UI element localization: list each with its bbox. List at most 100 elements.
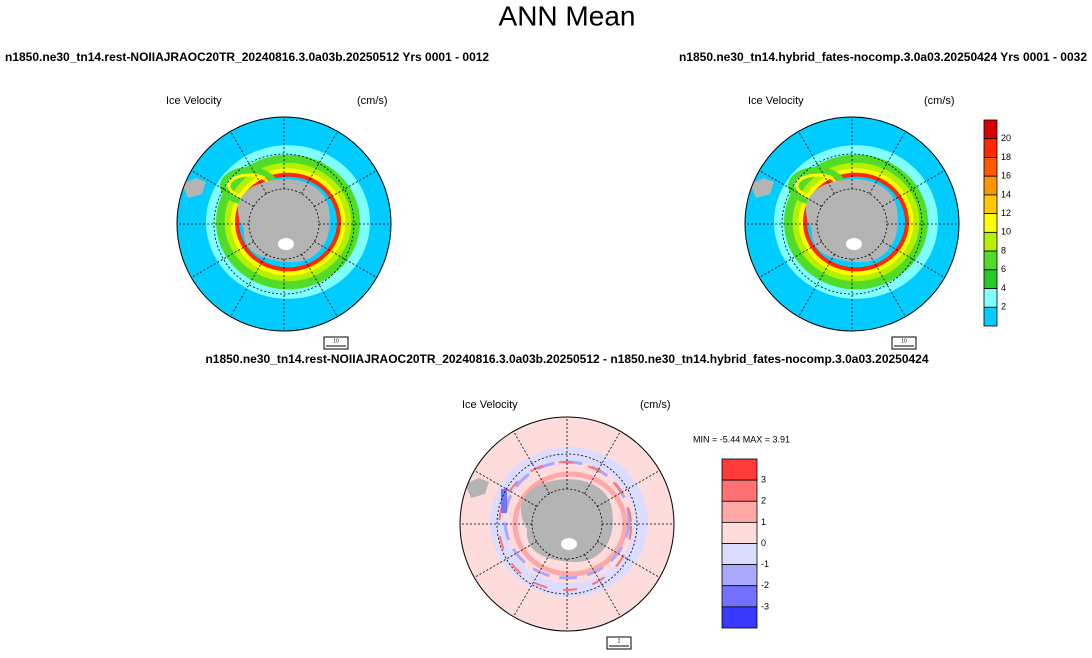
- colorbar-box: [983, 213, 998, 233]
- meridian: [474, 541, 537, 578]
- units-label: (cm/s): [357, 95, 388, 107]
- polar-map: 10: [744, 116, 960, 350]
- meridian: [230, 254, 267, 317]
- units-label: (cm/s): [640, 399, 671, 411]
- meridian: [314, 170, 377, 207]
- land: [465, 478, 489, 498]
- colorbar-box: [983, 306, 998, 327]
- meridian: [882, 170, 945, 207]
- colorbar-label: 4: [1001, 283, 1006, 293]
- colorbar-label: 3: [761, 475, 766, 485]
- colorbar-label: 12: [1001, 208, 1011, 218]
- colorbar-box: [721, 458, 758, 481]
- colorbar-label: 16: [1001, 171, 1011, 181]
- colorbar-label: -1: [761, 559, 769, 569]
- ice-ring: [792, 162, 920, 282]
- map-body: [177, 117, 391, 331]
- parallel: [213, 153, 355, 295]
- colorbar-box: [983, 269, 998, 289]
- colorbar-box: [983, 157, 998, 177]
- colorbar-label: 20: [1001, 133, 1011, 143]
- panel-title: n1850.ne30_tn14.hybrid_fates-nocomp.3.0a…: [679, 50, 1087, 64]
- colorbar-label: 0: [761, 538, 766, 548]
- colorbar-box: [721, 479, 758, 502]
- panel-title: n1850.ne30_tn14.rest-NOIIAJRAOC20TR_2024…: [205, 352, 928, 366]
- colorbar-label: 14: [1001, 189, 1011, 199]
- figure-title: ANN Mean: [499, 0, 636, 31]
- meridian: [759, 241, 822, 278]
- ice-ring: [230, 168, 346, 276]
- colorbar-label: 6: [1001, 264, 1006, 274]
- diff-ring: [498, 461, 632, 591]
- meridian: [513, 431, 550, 494]
- land: [750, 178, 774, 198]
- meridian: [230, 131, 267, 194]
- parallel: [248, 188, 320, 260]
- meridian: [301, 254, 338, 317]
- ice-shelf: [561, 538, 577, 550]
- meridian: [584, 554, 621, 617]
- polar-map: 10: [176, 116, 392, 350]
- ice-shelf: [846, 238, 862, 250]
- meridian: [798, 254, 835, 317]
- land: [182, 178, 206, 198]
- meridian: [513, 554, 550, 617]
- colorbar-label: 18: [1001, 152, 1011, 162]
- colorbar-box: [983, 138, 998, 158]
- colorbar-box: [721, 500, 758, 523]
- parallel: [531, 488, 603, 560]
- colorbar-box: [721, 585, 758, 608]
- meridian: [191, 241, 254, 278]
- colorbar-box: [983, 194, 998, 215]
- map-body: [460, 417, 674, 631]
- parallel: [496, 453, 638, 595]
- meridian: [869, 254, 906, 317]
- ice-ring: [798, 168, 914, 276]
- meridian: [474, 470, 537, 507]
- colorbar-box: [983, 250, 998, 271]
- continent: [520, 479, 613, 563]
- meridian: [597, 470, 660, 507]
- parallel: [816, 188, 888, 260]
- colorbar-label: -3: [761, 601, 769, 611]
- ice-shelf: [278, 238, 294, 250]
- parallel: [781, 153, 923, 295]
- meridian: [882, 241, 945, 278]
- colorbar-box: [721, 564, 758, 587]
- colorbar-label: 2: [1001, 302, 1006, 312]
- stats-label: MIN = -5.44 MAX = 3.91: [693, 434, 790, 444]
- map-border: [744, 116, 960, 332]
- map-body: [745, 117, 959, 331]
- ice-ring: [224, 162, 352, 282]
- meridian: [314, 241, 377, 278]
- vector-ref-label: 2: [618, 638, 621, 644]
- ice-ring: [235, 172, 341, 272]
- meridian: [759, 170, 822, 207]
- variable-label: Ice Velocity: [462, 399, 518, 411]
- meridian: [597, 541, 660, 578]
- colorbar-box: [721, 606, 758, 629]
- variable-label: Ice Velocity: [748, 95, 804, 107]
- colorbar-label: 8: [1001, 245, 1006, 255]
- colorbar-box: [983, 231, 998, 252]
- vector-ref-label: 10: [333, 338, 339, 344]
- continent: [237, 179, 330, 263]
- continent: [805, 179, 898, 263]
- colorbar-box: [721, 521, 758, 544]
- meridian: [869, 131, 906, 194]
- colorbar-box: [983, 288, 998, 308]
- map-border: [176, 116, 392, 332]
- diff-patch: [501, 489, 507, 513]
- colorbar-box: [983, 175, 998, 196]
- meridian: [584, 431, 621, 494]
- meridian: [798, 131, 835, 194]
- colorbar-box: [983, 119, 998, 140]
- colorbar-box: [721, 543, 758, 566]
- vector-ref-label: 10: [901, 338, 907, 344]
- colorbar-label: -2: [761, 580, 769, 590]
- variable-label: Ice Velocity: [166, 95, 222, 107]
- meridian: [301, 131, 338, 194]
- units-label: (cm/s): [924, 95, 955, 107]
- meridian: [191, 170, 254, 207]
